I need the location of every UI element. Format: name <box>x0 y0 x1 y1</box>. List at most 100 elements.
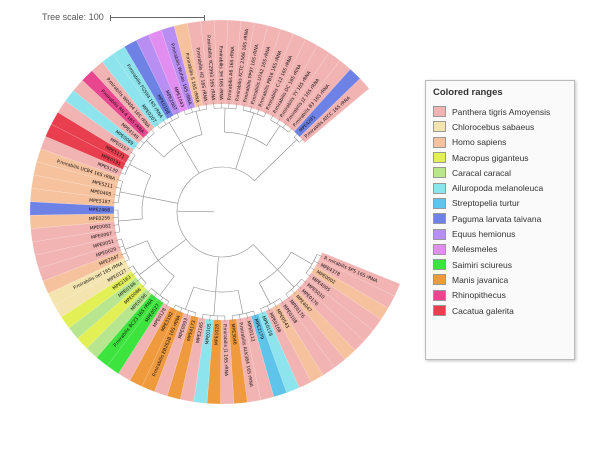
internal-branch <box>181 142 200 174</box>
colored-range-sector <box>228 318 248 404</box>
leaf-label: P.mirabilis A6 16S rRNA <box>227 45 237 100</box>
leaf-branch <box>294 132 299 138</box>
legend-item: Manis javanica <box>433 272 567 287</box>
colored-range-sector <box>290 289 356 360</box>
leaf-branch <box>209 315 211 322</box>
internal-branch <box>232 310 254 316</box>
colored-range-sector <box>29 213 115 229</box>
leaf-branch <box>276 118 281 124</box>
leaf-branch <box>172 304 176 311</box>
legend-swatch <box>433 197 446 209</box>
leaf-label: MPE3046 <box>229 323 237 345</box>
leaf-branch <box>131 271 138 276</box>
legend-label: Homo sapiens <box>452 137 507 148</box>
legend-item: Ailuropoda melanoleuca <box>433 180 567 195</box>
colored-range-sector <box>288 60 351 132</box>
leaf-branch <box>305 273 312 278</box>
legend-item: Macropus giganteus <box>433 150 567 165</box>
internal-branch <box>291 251 313 265</box>
leaf-branch <box>194 312 197 319</box>
legend-label: Macropus giganteus <box>452 152 529 163</box>
internal-branch <box>168 122 182 144</box>
leaf-branch <box>159 297 164 303</box>
leaf-branch <box>116 179 123 182</box>
tree-scale-label: Tree scale: 100 <box>42 12 104 22</box>
leaf-label: MPE1028 <box>214 324 221 346</box>
colored-range-sector <box>299 78 370 143</box>
legend-swatch <box>433 213 446 225</box>
internal-branch <box>143 196 178 204</box>
leaf-branch <box>113 194 120 196</box>
leaf-branch <box>242 104 245 111</box>
colored-range-sector <box>47 257 128 306</box>
legend-item: Chlorocebus sabaeus <box>433 119 567 134</box>
internal-branch <box>266 125 281 146</box>
colored-range-sector <box>224 19 242 105</box>
internal-branch <box>159 275 175 296</box>
leaf-label: P.mirabilis J1 16S rRNA <box>222 324 229 377</box>
colored-range-sector <box>275 45 330 123</box>
leaf-branch <box>176 111 180 118</box>
legend-swatch <box>433 121 446 133</box>
colored-range-sector <box>30 188 116 207</box>
legend-item: Saimiri sciureus <box>433 257 567 272</box>
leaf-branch <box>156 123 161 129</box>
internal-branch <box>246 112 255 136</box>
leaf-branch <box>115 238 122 241</box>
leaf-branch <box>179 307 183 314</box>
leaf-label: MPE2468 <box>89 207 111 213</box>
internal-branch <box>185 286 195 310</box>
leaf-label: MPE5187 <box>89 198 111 206</box>
leaf-branch <box>136 277 142 282</box>
colored-range-sector <box>306 272 382 331</box>
colored-range-sector <box>240 22 268 108</box>
colored-range-sector <box>86 288 152 358</box>
colored-range-sector <box>243 315 275 401</box>
leaf-branch <box>282 122 287 128</box>
colored-range-sector <box>261 33 306 116</box>
leaf-branch <box>113 231 120 234</box>
colored-range-sector <box>154 312 192 397</box>
leaf-branch <box>144 133 150 139</box>
internal-branch <box>118 218 143 222</box>
leaf-branch <box>169 115 173 121</box>
internal-branch <box>117 210 121 232</box>
leaf-branch <box>198 104 200 111</box>
leaf-branch <box>253 311 256 317</box>
leaf-label: P.mirabilis 3H 16S rRNA <box>218 46 224 101</box>
legend-label: Chlorocebus sabaeus <box>452 121 535 132</box>
legend-item: Equus hemionus <box>433 226 567 241</box>
leaf-branch <box>141 283 147 288</box>
colored-range-sector <box>148 29 189 113</box>
leaf-branch <box>112 201 119 204</box>
colored-range-sector <box>34 236 119 269</box>
legend-label: Saimiri sciureus <box>452 259 512 270</box>
legend-item: Homo sapiens <box>433 135 567 150</box>
colored-range-sector <box>293 68 361 138</box>
legend-title: Colored ranges <box>433 87 503 98</box>
legend-swatch <box>433 274 446 286</box>
internal-branch <box>258 282 271 305</box>
leaf-branch <box>239 314 241 321</box>
internal-branch <box>285 278 302 295</box>
leaf-branch <box>291 289 296 295</box>
legend-label: Manis javanica <box>452 274 509 285</box>
leaf-branch <box>231 315 233 322</box>
legend-label: Panthera tigris Amoyensis <box>452 106 551 117</box>
colored-range-sector <box>51 112 130 163</box>
internal-branch <box>146 140 165 158</box>
internal-branch <box>129 164 152 176</box>
legend-item: Melesmeles <box>433 242 567 257</box>
leaf-branch <box>153 292 158 298</box>
legend-swatch <box>433 228 446 240</box>
colored-range-sector <box>30 221 116 243</box>
internal-branch <box>176 166 255 258</box>
colored-range-sector <box>129 306 178 387</box>
colored-range-sector <box>258 310 300 394</box>
legend-swatch <box>433 167 446 179</box>
colored-range-sector <box>38 243 122 282</box>
leaf-branch <box>250 106 253 112</box>
colored-range-sector <box>220 319 235 405</box>
leaf-branch <box>256 108 260 115</box>
